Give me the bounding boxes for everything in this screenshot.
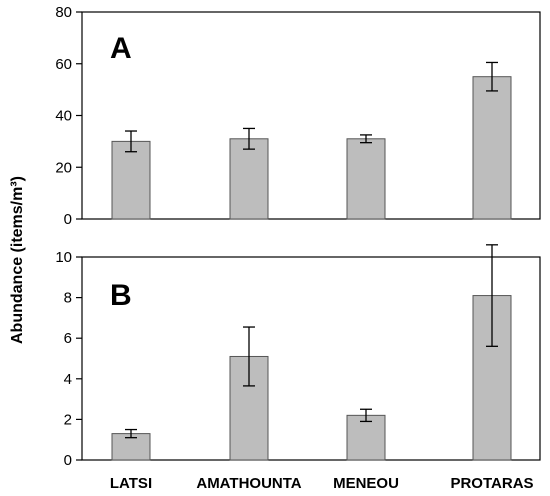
x-tick-label: MENEOU	[333, 475, 399, 492]
bar-meneou	[346, 414, 386, 461]
y-tick-label: 10	[55, 249, 72, 266]
bar-latsi	[111, 140, 151, 220]
y-tick-label: 6	[64, 330, 72, 347]
plot-frame	[81, 11, 541, 220]
y-tick-label: 80	[55, 4, 72, 21]
panel-label: A	[110, 32, 132, 65]
bar-protaras	[472, 76, 512, 220]
bar-meneou	[346, 138, 386, 220]
panel-label: B	[110, 279, 132, 312]
x-tick-label: AMATHOUNTA	[196, 475, 301, 492]
y-tick-label: 60	[55, 56, 72, 73]
panel-a: 0 20 40 60 80 A	[55, 4, 541, 228]
y-axis-label: Abundance (items/m³)	[9, 176, 26, 344]
x-tick-label: PROTARAS	[450, 475, 533, 492]
y-tick-label: 40	[55, 108, 72, 125]
x-tick-label: LATSI	[110, 475, 152, 492]
y-tick-label: 0	[64, 452, 72, 469]
panel-b: 0 2 4 6 8 10 B LATSI AMATHOUNTA MENEOU PROTARAS	[55, 244, 541, 492]
y-tick-label: 2	[64, 411, 72, 428]
y-tick-label: 4	[64, 371, 72, 388]
plot-frame	[81, 256, 541, 461]
y-tick-label: 0	[64, 211, 72, 228]
y-tick-label: 20	[55, 159, 72, 176]
bar-amathounta	[229, 138, 269, 220]
y-tick-label: 8	[64, 290, 72, 307]
